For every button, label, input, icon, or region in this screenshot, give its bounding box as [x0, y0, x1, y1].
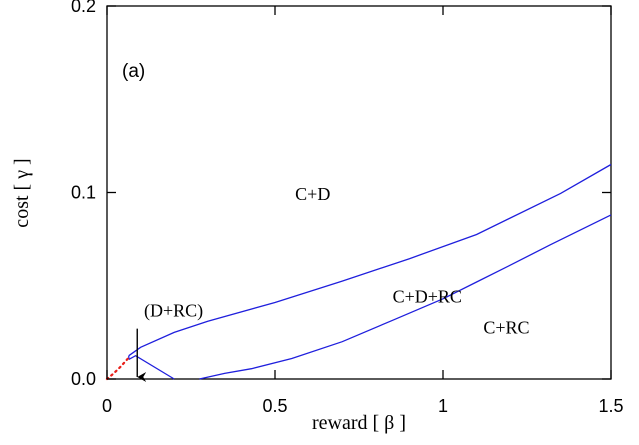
series-layer [105, 163, 612, 381]
boundary-line-0 [128, 163, 612, 357]
region-label: C+RC [483, 317, 529, 337]
x-tick-label: 0.5 [262, 396, 287, 416]
region-label: C+D+RC [393, 287, 462, 307]
x-tick-label: 0 [102, 396, 112, 416]
y-tick-label: 0.2 [71, 0, 96, 16]
x-axis-label: reward [ β ] [312, 412, 406, 434]
x-tick-label: 1.5 [598, 396, 623, 416]
region-label: C+D [295, 184, 330, 204]
region-label: (D+RC) [144, 301, 203, 322]
boundary-line-1 [199, 214, 612, 380]
panel-label: (a) [122, 61, 145, 82]
x-tick-label: 1 [438, 396, 448, 416]
y-axis-label: cost [ γ ] [11, 158, 33, 227]
boundary-line-2 [128, 354, 175, 380]
ticks-layer: 0 0.5 1 1.5 0.0 0.1 0.2 [71, 0, 624, 416]
y-tick-label: 0.0 [71, 369, 96, 389]
y-tick-label: 0.1 [71, 183, 96, 203]
annotation-layer: C+D C+D+RC C+RC (D+RC) [136, 184, 529, 382]
boundary-line-dotted-4 [105, 356, 130, 381]
plot-frame [106, 5, 612, 380]
